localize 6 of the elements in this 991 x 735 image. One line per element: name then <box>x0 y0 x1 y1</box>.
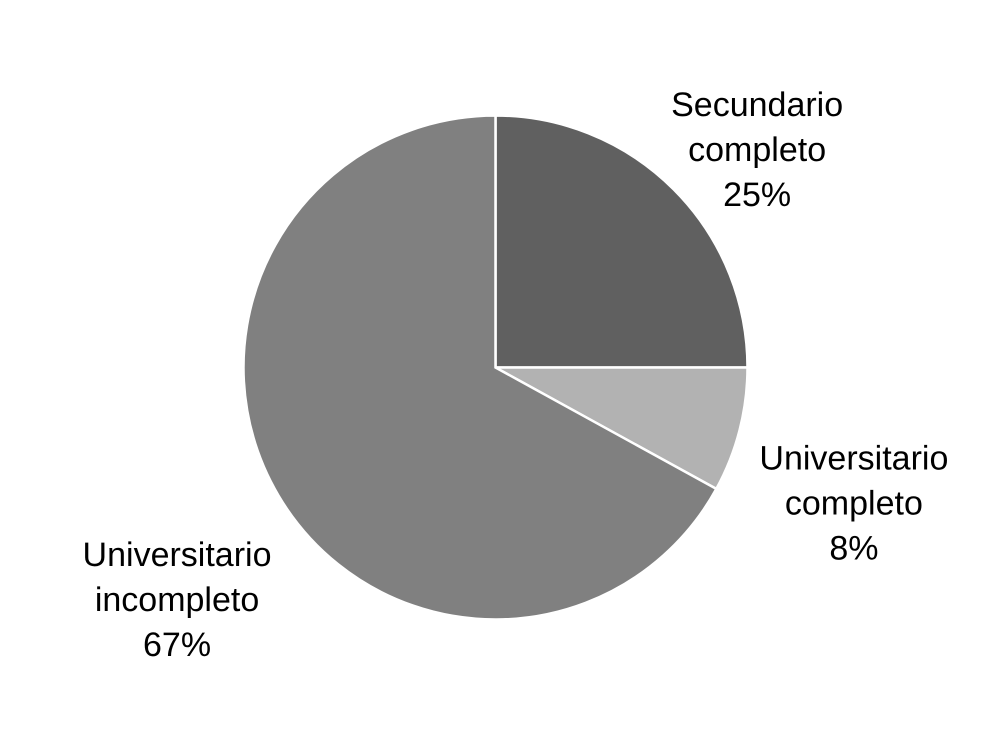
data-label: 8% <box>829 530 878 568</box>
slice-label: Universitario completo <box>759 440 948 523</box>
data-label: 25% <box>723 176 792 214</box>
data-label: 67% <box>142 626 212 664</box>
slice-label: Universitario incompleto <box>82 536 272 619</box>
slice-label: Secundario completo <box>671 86 844 169</box>
